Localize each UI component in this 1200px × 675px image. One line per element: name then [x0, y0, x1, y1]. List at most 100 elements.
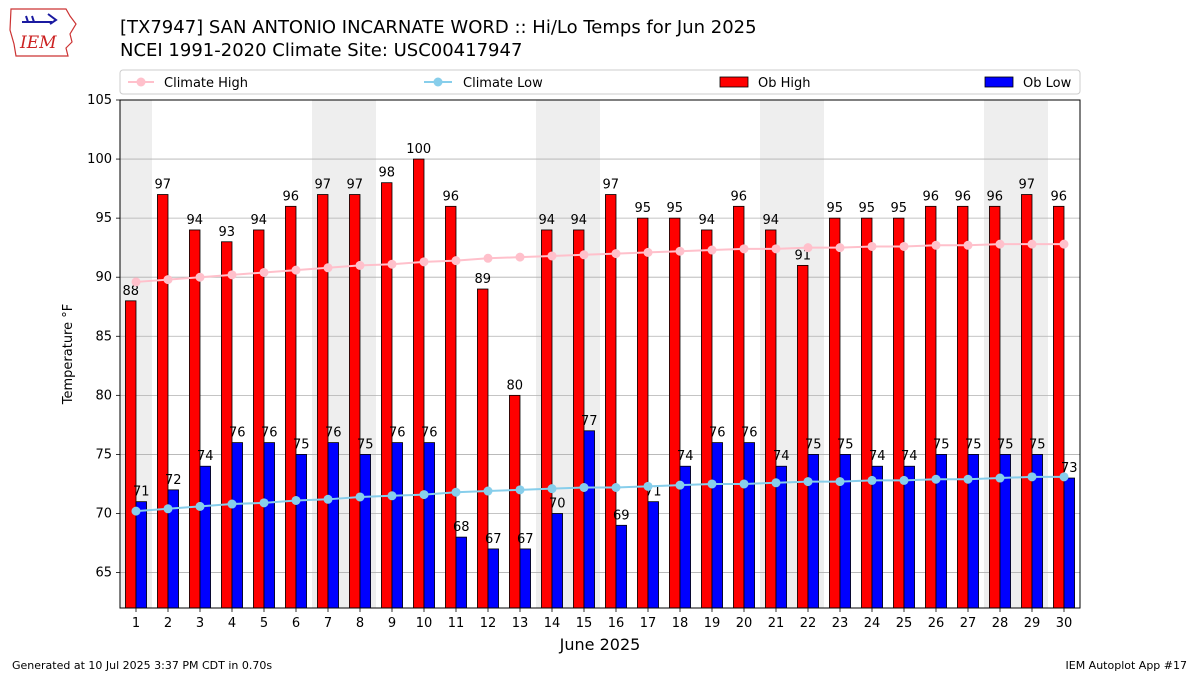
ob-high-label: 96 [442, 189, 459, 204]
ob-high-bar [989, 205, 1001, 609]
y-tick-label: 90 [95, 270, 112, 285]
ob-low-bar [359, 454, 371, 609]
x-tick-label: 12 [480, 616, 497, 631]
ob-low-label: 76 [389, 426, 406, 441]
climate-high-point [259, 267, 269, 277]
climate-low-point [707, 479, 717, 489]
ob-low-label: 71 [133, 485, 150, 500]
ob-low-label: 74 [197, 449, 214, 464]
ob-high-bar [125, 300, 137, 609]
ob-high-label: 94 [762, 213, 779, 228]
climate-high-point [707, 245, 717, 255]
ob-low-label: 75 [965, 437, 982, 452]
climate-high-point [643, 247, 653, 257]
x-tick-label: 5 [260, 616, 268, 631]
ob-high-bar [957, 205, 969, 609]
ob-high-bar [381, 182, 393, 609]
climate-low-point [323, 494, 333, 504]
ob-high-bar [861, 217, 873, 609]
climate-high-point [771, 244, 781, 254]
ob-high-label: 96 [1050, 189, 1067, 204]
ob-low-bar [295, 454, 307, 609]
ob-low-label: 75 [933, 437, 950, 452]
ob-high-bar [413, 158, 425, 609]
ob-low-label: 76 [421, 426, 438, 441]
ob-high-label: 97 [602, 178, 619, 193]
climate-high-point [355, 260, 365, 270]
ob-low-label: 75 [1029, 437, 1046, 452]
ob-high-bar [637, 217, 649, 609]
climate-low-point [419, 490, 429, 500]
ob-low-label: 67 [517, 532, 534, 547]
x-tick-label: 13 [512, 616, 529, 631]
ob-low-bar [551, 513, 563, 609]
ob-high-label: 94 [698, 213, 715, 228]
ob-high-label: 95 [858, 201, 875, 216]
ob-low-label: 76 [709, 426, 726, 441]
ob-high-label: 95 [890, 201, 907, 216]
climate-low-point [899, 475, 909, 485]
y-tick-label: 75 [95, 447, 112, 462]
x-tick-label: 9 [388, 616, 396, 631]
iem-logo: IEM [9, 8, 77, 57]
ob-high-label: 94 [538, 213, 555, 228]
y-tick-label: 70 [95, 506, 112, 521]
x-axis-label: June 2025 [559, 635, 641, 654]
ob-low-bar [519, 548, 531, 609]
x-tick-label: 19 [704, 616, 721, 631]
ob-high-label: 97 [346, 178, 363, 193]
ob-low-bar [391, 442, 403, 609]
climate-low-point [643, 481, 653, 491]
ob-high-bar [733, 205, 745, 609]
ob-low-label: 74 [869, 449, 886, 464]
climate-high-point [931, 240, 941, 250]
ob-high-label: 98 [378, 166, 395, 181]
ob-low-bar [615, 524, 627, 609]
ob-high-label: 95 [826, 201, 843, 216]
x-tick-label: 16 [608, 616, 625, 631]
iowa-outline-icon [9, 8, 77, 57]
ob-high-bar [157, 194, 169, 609]
ob-high-label: 97 [154, 178, 171, 193]
x-tick-label: 2 [164, 616, 172, 631]
climate-low-point [355, 492, 365, 502]
climate-high-point [995, 239, 1005, 249]
x-tick-label: 1 [132, 616, 140, 631]
ob-low-label: 76 [741, 426, 758, 441]
climate-high-point [195, 272, 205, 282]
ob-low-bar [647, 501, 659, 609]
ob-high-bar [445, 205, 457, 609]
climate-high-point [387, 259, 397, 269]
x-tick-label: 28 [992, 616, 1009, 631]
ob-low-label: 74 [677, 449, 694, 464]
climate-low-point [547, 484, 557, 494]
ob-high-label: 88 [122, 284, 139, 299]
y-tick-label: 100 [87, 152, 112, 167]
climate-low-point [227, 499, 237, 509]
ob-high-bar [477, 288, 489, 609]
ob-low-label: 72 [165, 473, 182, 488]
ob-high-bar [765, 229, 777, 609]
climate-high-point [323, 263, 333, 273]
climate-low-point [739, 479, 749, 489]
ob-low-bar [1063, 477, 1075, 609]
ob-high-bar [701, 229, 713, 609]
climate-low-point [259, 498, 269, 508]
ob-low-label: 70 [549, 496, 566, 511]
x-tick-label: 25 [896, 616, 913, 631]
ob-high-label: 94 [570, 213, 587, 228]
ob-low-label: 75 [293, 437, 310, 452]
ob-high-label: 96 [954, 189, 971, 204]
ob-low-label: 69 [613, 508, 630, 523]
ob-high-label: 89 [474, 272, 491, 287]
ob-high-bar [541, 229, 553, 609]
ob-high-bar [1053, 205, 1065, 609]
ob-high-label: 97 [314, 178, 331, 193]
ob-high-bar [893, 217, 905, 609]
x-tick-label: 27 [960, 616, 977, 631]
ob-high-bar [1021, 194, 1033, 609]
climate-high-point [291, 265, 301, 275]
climate-high-point [1059, 239, 1069, 249]
legend-climate-high-marker [136, 77, 146, 87]
y-tick-label: 65 [95, 566, 112, 581]
